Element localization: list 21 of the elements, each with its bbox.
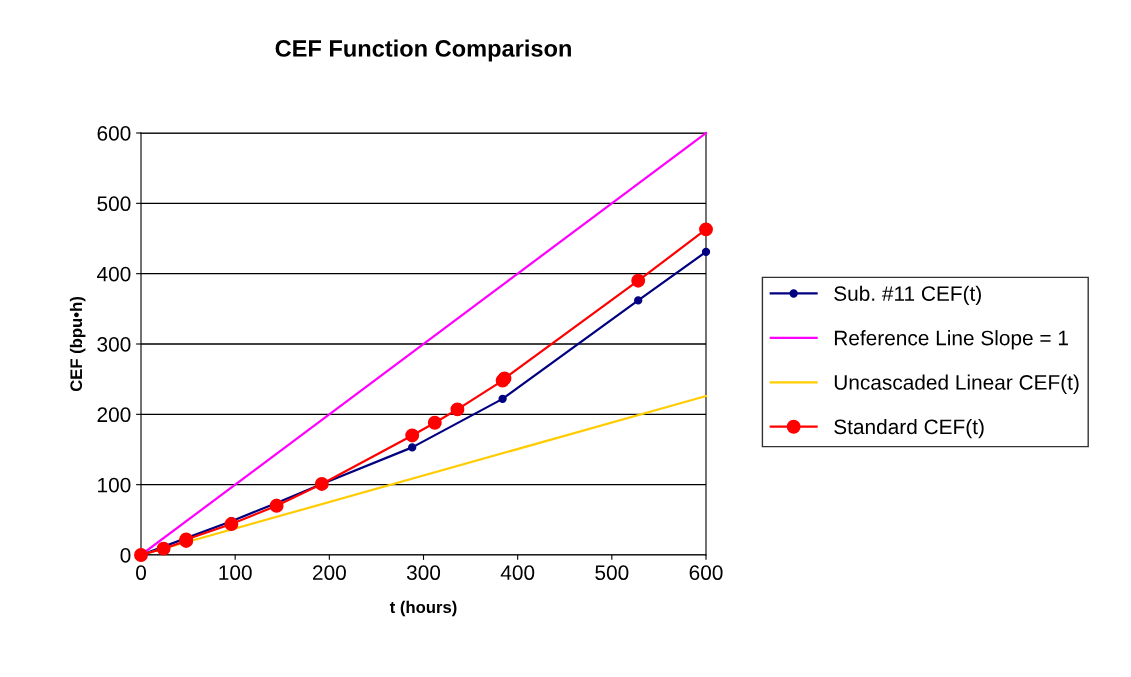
x-tick-label: 100 <box>219 565 252 581</box>
legend-label: Uncascaded Linear CEF(t) <box>834 374 1079 394</box>
x-tick-label: 0 <box>136 565 146 581</box>
x-tick-label: 600 <box>689 565 723 581</box>
y-tick-label: 100 <box>98 477 131 493</box>
x-tick-label: 500 <box>595 565 629 581</box>
legend-label: Sub. #11 CEF(t) <box>834 285 981 306</box>
legend-label: Reference Line Slope = 1 <box>834 330 1068 350</box>
legend-label: Standard CEF(t) <box>834 418 984 439</box>
y-tick-label: 600 <box>97 126 131 141</box>
x-tick-label: 200 <box>313 565 346 581</box>
y-tick-label: 300 <box>97 337 131 352</box>
y-tick-label: 500 <box>97 196 131 212</box>
y-axis-title: CEF (bpu•h) <box>69 297 86 392</box>
y-tick-label: 400 <box>97 266 131 282</box>
y-tick-label: 0 <box>120 548 131 563</box>
y-tick-label: 200 <box>97 407 131 423</box>
x-tick-label: 300 <box>406 565 441 581</box>
x-axis-title: t (hours) <box>389 600 457 617</box>
x-tick-label: 400 <box>500 565 535 581</box>
chart-title: CEF Function Comparison <box>275 39 571 62</box>
